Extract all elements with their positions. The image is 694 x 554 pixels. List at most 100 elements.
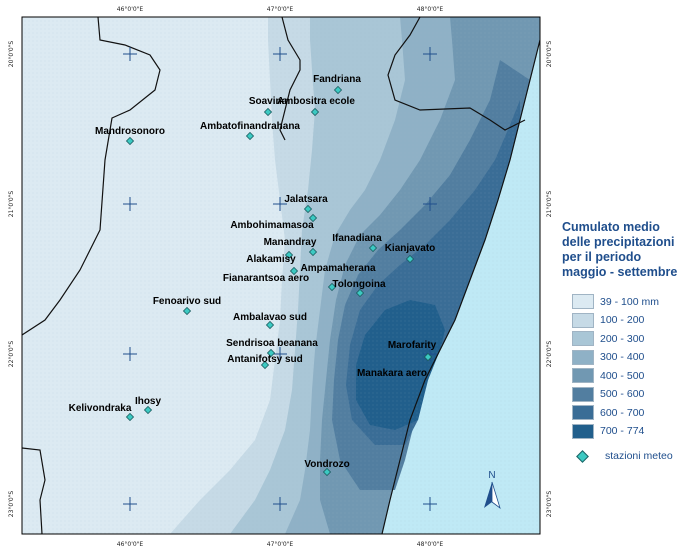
station-marker: [355, 288, 365, 298]
legend-swatch: [572, 331, 594, 346]
station-marker: [289, 266, 299, 276]
station-marker: [327, 282, 337, 292]
station-marker: [266, 348, 276, 358]
station-label: Antanifotsy sud: [227, 354, 303, 365]
tick-left: 22°0'0"S: [8, 341, 15, 368]
station-label: Ihosy: [135, 396, 162, 407]
station-label: Vondrozo: [304, 459, 349, 470]
tick-bottom: 46°0'0"E: [117, 541, 144, 548]
legend-swatch: [572, 368, 594, 383]
station-label: Kelivondraka: [69, 403, 132, 414]
legend-class-1: 39 - 100 mm: [572, 293, 659, 310]
legend-swatch: [572, 386, 594, 402]
station-marker: [125, 412, 135, 422]
station-marker: [303, 204, 313, 214]
station-marker: [423, 352, 433, 362]
station-marker: [310, 107, 320, 117]
tick-labels: 46°0'0"E 47°0'0"E 48°0'0"E 46°0'0"E 47°0…: [8, 6, 553, 548]
tick-left: 23°0'0"S: [8, 491, 15, 518]
legend-class-label: 600 - 700: [600, 406, 645, 419]
legend-swatch: [572, 312, 594, 328]
station-label: Alakamisy: [246, 254, 296, 265]
legend-class-3: 200 - 300: [572, 330, 644, 347]
tick-top: 47°0'0"E: [267, 6, 294, 13]
station-marker: [265, 320, 275, 330]
tick-left: 21°0'0"S: [8, 191, 15, 218]
legend-class-6: 500 - 600: [572, 386, 644, 403]
graticule: [123, 47, 437, 511]
station-label: Marofarity: [388, 340, 437, 351]
north-label: N: [488, 470, 495, 481]
station-marker: [284, 250, 294, 260]
legend: Cumulato medio delle precipitazioni per …: [562, 220, 692, 463]
station-label: Manakara aero: [357, 368, 427, 379]
legend-class-label: 500 - 600: [600, 388, 645, 400]
station-label: Ifanadiana: [332, 233, 382, 244]
legend-class-label: 200 - 300: [600, 332, 645, 345]
legend-class-label: 700 - 774: [600, 425, 645, 437]
coastline: [381, 39, 540, 534]
station-marker: [260, 360, 270, 370]
region-boundary: [279, 17, 301, 141]
legend-title-line: per il periodo: [562, 250, 642, 264]
north-arrow-icon: N: [484, 470, 501, 510]
station-marker: [143, 405, 153, 415]
station-label: Soavina: [249, 96, 288, 107]
legend-title-line: delle precipitazioni: [562, 235, 675, 249]
region-boundary: [387, 17, 526, 131]
tick-left: 20°0'0"S: [8, 41, 15, 68]
legend-station-label: stazioni meteo: [605, 450, 673, 462]
station-marker: [245, 131, 255, 141]
station-label: Jalatsara: [284, 194, 328, 205]
station-label: Kianjavato: [385, 243, 436, 254]
station-marker: [322, 467, 332, 477]
station-label: Ambohimamasoa: [230, 220, 314, 231]
station-marker-icon: [576, 449, 589, 463]
legend-class-8: 700 - 774: [572, 423, 644, 440]
legend-class-5: 400 - 500: [572, 367, 644, 384]
legend-title-line: Cumulato medio: [562, 220, 660, 234]
legend-title-line: maggio - settembre: [562, 265, 678, 279]
station-marker: [308, 213, 318, 223]
legend-swatch: [572, 405, 594, 420]
legend-class-label: 100 - 200: [600, 314, 645, 326]
station-label: Fandriana: [313, 74, 361, 85]
station-marker: [125, 136, 135, 146]
tick-right: 23°0'0"S: [546, 491, 553, 518]
station-marker: [308, 247, 318, 257]
tick-right: 21°0'0"S: [546, 191, 553, 218]
station-label: Ambalavao sud: [233, 312, 307, 323]
legend-class-2: 100 - 200: [572, 312, 644, 329]
station-marker: [333, 85, 343, 95]
tick-bottom: 48°0'0"E: [417, 541, 444, 548]
legend-swatch: [572, 423, 594, 439]
tick-top: 48°0'0"E: [417, 6, 444, 13]
legend-swatch: [572, 294, 594, 309]
station-label: Fenoarivo sud: [153, 296, 221, 307]
station-marker: [263, 107, 273, 117]
legend-class-4: 300 - 400: [572, 349, 644, 366]
legend-station-entry: stazioni meteo: [572, 449, 673, 463]
station-label: Ambatofinandrahana: [200, 121, 300, 132]
legend-class-label: 400 - 500: [600, 369, 645, 382]
tick-bottom: 47°0'0"E: [267, 541, 294, 548]
station-label: Sendrisoa beanana: [226, 338, 318, 349]
tick-right: 22°0'0"S: [546, 341, 553, 368]
legend-class-label: 39 - 100 mm: [600, 295, 659, 308]
station-marker: [368, 243, 378, 253]
legend-class-7: 600 - 700: [572, 404, 644, 421]
station-label: Fianarantsoa aero: [223, 273, 309, 284]
legend-title: Cumulato medio delle precipitazioni per …: [562, 220, 692, 280]
station-label: Tolongoina: [332, 279, 386, 290]
legend-class-label: 300 - 400: [600, 351, 645, 363]
station-marker: [405, 254, 415, 264]
legend-swatch: [572, 349, 594, 365]
station-label: Mandrosonoro: [95, 126, 165, 137]
tick-top: 46°0'0"E: [117, 6, 144, 13]
station-label: Ampamaherana: [300, 263, 375, 274]
tick-right: 20°0'0"S: [546, 41, 553, 68]
region-boundary: [22, 447, 46, 534]
station-marker: [182, 306, 192, 316]
station-label: Ambositra ecole: [277, 96, 355, 107]
